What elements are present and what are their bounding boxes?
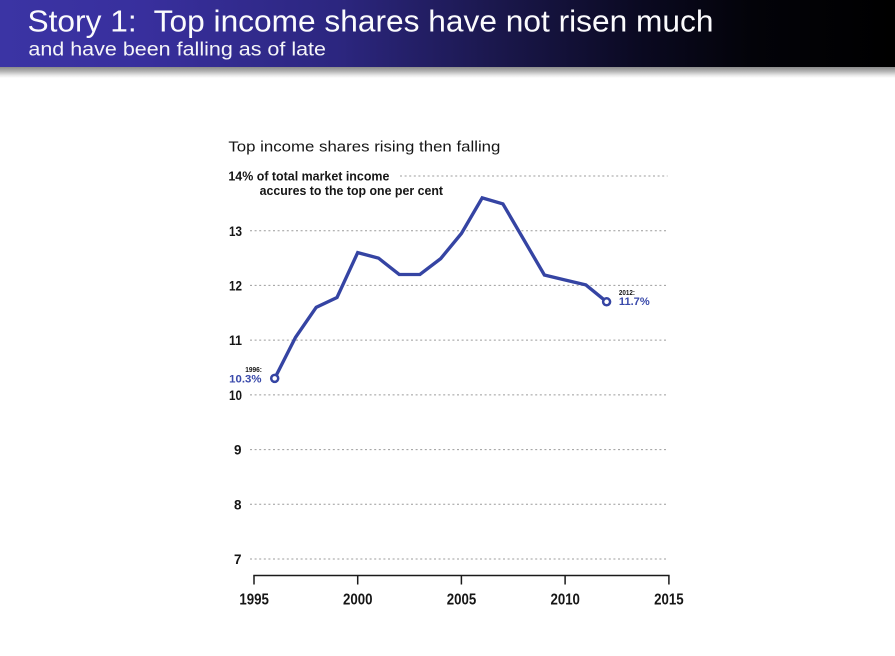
svg-text:7: 7 xyxy=(234,551,242,567)
svg-text:8: 8 xyxy=(234,496,242,512)
svg-text:13: 13 xyxy=(229,223,242,239)
svg-text:9: 9 xyxy=(234,442,242,458)
svg-text:11.7%: 11.7% xyxy=(619,296,650,308)
svg-text:2000: 2000 xyxy=(343,592,373,609)
svg-text:2010: 2010 xyxy=(550,592,580,609)
svg-text:12: 12 xyxy=(229,278,242,294)
svg-text:Top income shares rising then: Top income shares rising then falling xyxy=(228,139,500,156)
svg-text:1995: 1995 xyxy=(239,592,269,609)
svg-text:1996:: 1996: xyxy=(245,367,262,374)
svg-text:and have been falling as of la: and have been falling as of late xyxy=(28,38,326,60)
svg-text:2012:: 2012: xyxy=(619,290,635,297)
svg-text:2005: 2005 xyxy=(447,592,477,609)
svg-text:accures to the top one per cen: accures to the top one per cent xyxy=(260,184,444,198)
svg-text:2015: 2015 xyxy=(654,592,684,609)
svg-text:Story 1: Top income shares ha: Story 1: Top income shares have not rise… xyxy=(28,4,714,39)
svg-text:11: 11 xyxy=(229,332,242,348)
svg-text:14% of total market income: 14% of total market income xyxy=(228,169,389,183)
svg-text:10: 10 xyxy=(229,387,242,403)
svg-text:10.3%: 10.3% xyxy=(229,373,261,385)
